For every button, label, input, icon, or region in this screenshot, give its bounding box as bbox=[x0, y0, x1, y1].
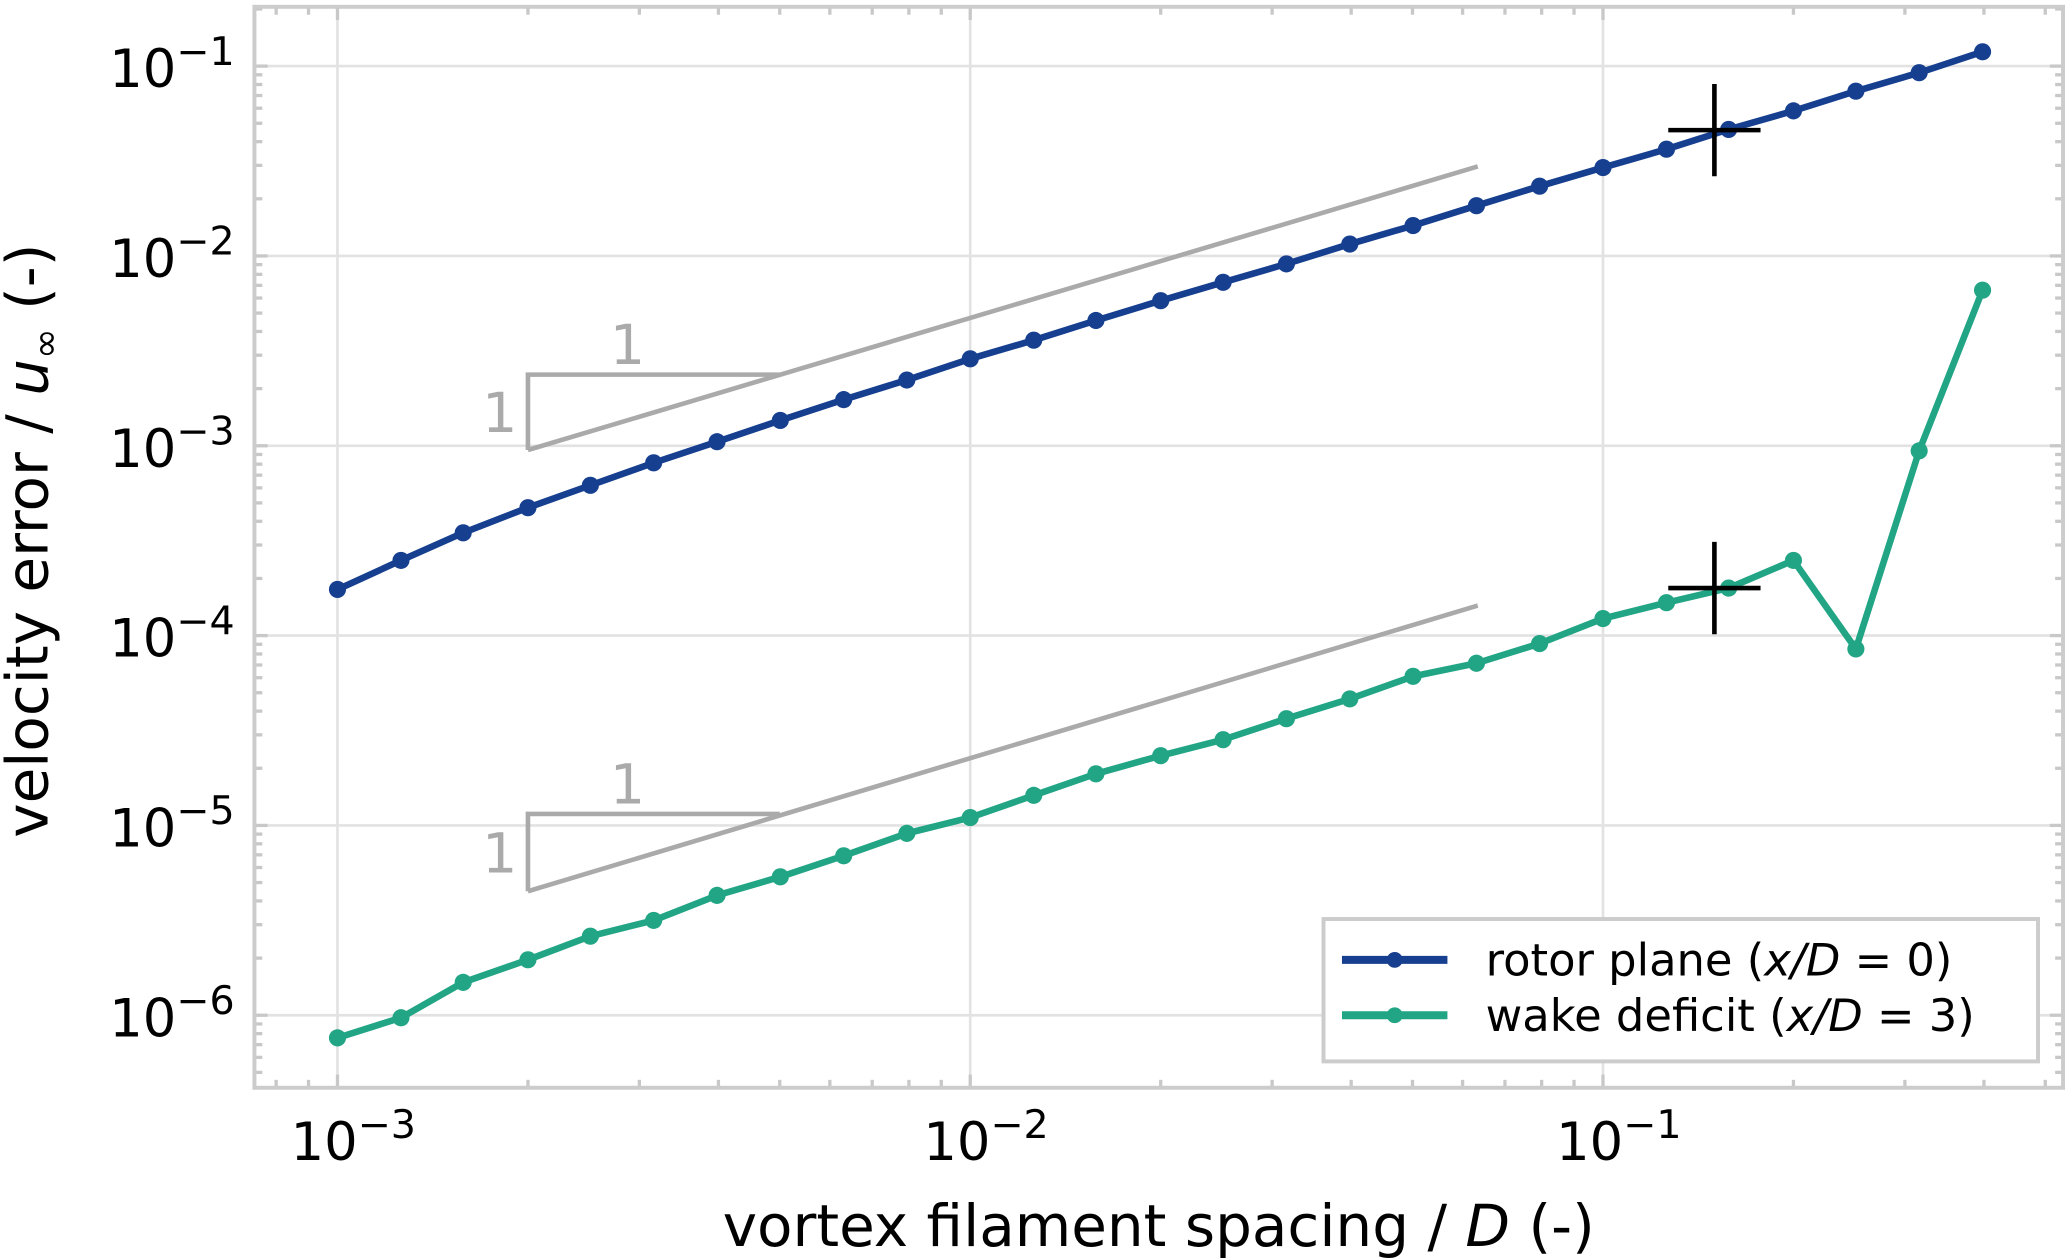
rotor-plane-point bbox=[961, 350, 979, 368]
rotor-plane-point bbox=[708, 433, 726, 451]
rotor-plane-point bbox=[1847, 82, 1865, 100]
wake-deficit-point bbox=[454, 973, 472, 991]
rotor-plane-point bbox=[581, 476, 599, 494]
wake-deficit-point bbox=[1910, 442, 1928, 460]
x-axis-label: vortex filament spacing / D (-) bbox=[723, 1192, 1595, 1258]
rotor-plane-point bbox=[1973, 43, 1992, 61]
wake-deficit-point bbox=[1467, 654, 1486, 672]
wake-deficit-point bbox=[1847, 640, 1865, 658]
x-tick-label: 10−1 bbox=[1556, 1102, 1681, 1173]
rotor-plane-point bbox=[519, 499, 537, 517]
legend-marker-rotor bbox=[1386, 951, 1403, 968]
rotor-plane-point bbox=[1784, 102, 1803, 120]
y-tick-label: 10−3 bbox=[109, 408, 234, 479]
rotor-plane-point bbox=[1657, 140, 1676, 158]
wake-deficit-point bbox=[1214, 731, 1232, 749]
rotor-plane-point bbox=[328, 580, 347, 599]
rotor-plane-point bbox=[1910, 64, 1928, 82]
slope-reference-line bbox=[527, 603, 1479, 894]
y-tick-label: 10−4 bbox=[109, 598, 234, 669]
slope-reference-line bbox=[527, 164, 1479, 453]
legend-label-wake: wake deficit (x/D = 3) bbox=[1486, 989, 1975, 1042]
rotor-plane-point bbox=[1087, 311, 1105, 330]
series-layer bbox=[328, 43, 1992, 1047]
rotor-plane-point bbox=[1594, 159, 1612, 177]
wake-deficit-point bbox=[1973, 281, 1992, 299]
legend-marker-wake bbox=[1386, 1007, 1403, 1024]
y-tick-label: 10−5 bbox=[109, 788, 234, 859]
wake-deficit-point bbox=[961, 808, 979, 827]
wake-deficit-point bbox=[1594, 609, 1612, 628]
wake-deficit-point bbox=[519, 951, 537, 969]
y-tick-label: 10−6 bbox=[109, 978, 234, 1049]
rotor-plane-point bbox=[454, 524, 472, 542]
slope-triangle bbox=[525, 372, 780, 450]
wake-deficit-point bbox=[1152, 747, 1170, 765]
slope-rise-label: 1 bbox=[482, 822, 517, 886]
rotor-plane-point bbox=[1341, 235, 1359, 253]
wake-deficit-point bbox=[898, 824, 916, 842]
slope-run-label: 1 bbox=[610, 753, 645, 817]
slope-run-label: 1 bbox=[610, 314, 645, 378]
rotor-plane-point bbox=[1404, 217, 1422, 235]
wake-deficit-point bbox=[771, 868, 789, 886]
rotor-plane-point bbox=[1277, 255, 1295, 273]
wake-deficit-point bbox=[1404, 667, 1422, 685]
x-tick-label: 10−3 bbox=[291, 1102, 416, 1173]
y-tick-label: 10−2 bbox=[109, 219, 234, 290]
rotor-plane-point bbox=[771, 411, 789, 429]
rotor-plane-point bbox=[1531, 177, 1549, 195]
rotor-plane-point bbox=[898, 371, 916, 389]
wake-deficit-point bbox=[645, 911, 663, 929]
wake-deficit-point bbox=[1277, 710, 1295, 728]
plot-frame bbox=[252, 4, 2066, 1090]
y-axis-label: velocity error / u∞ (-) bbox=[0, 244, 67, 838]
cross-markers bbox=[1668, 83, 1761, 635]
wake-deficit-point bbox=[1657, 594, 1676, 612]
wake-deficit-point bbox=[1784, 551, 1803, 569]
slope-triangle bbox=[525, 811, 780, 892]
rotor-plane-point bbox=[1467, 197, 1486, 215]
legend-label-rotor: rotor plane (x/D = 0) bbox=[1486, 934, 1953, 987]
rotor-plane-point bbox=[1152, 292, 1170, 310]
reference-slopes: 1 1 1 1 bbox=[482, 164, 1479, 894]
wake-deficit-point bbox=[708, 886, 726, 904]
rotor-plane-point bbox=[1214, 273, 1232, 291]
wake-deficit-point bbox=[835, 847, 853, 865]
wake-deficit-point bbox=[581, 927, 599, 945]
rotor-plane-point bbox=[835, 391, 853, 409]
wake-deficit-point bbox=[392, 1009, 410, 1027]
x-tick-label: 10−2 bbox=[923, 1102, 1048, 1173]
wake-deficit-point bbox=[1531, 634, 1549, 653]
slope-rise-label: 1 bbox=[482, 382, 517, 446]
rotor-plane-point bbox=[1025, 331, 1043, 349]
legend: rotor plane (x/D = 0) wake deficit (x/D … bbox=[1321, 917, 2040, 1064]
wake-deficit-point bbox=[1087, 765, 1105, 783]
legend-box bbox=[1321, 917, 2040, 1064]
rotor-plane-point bbox=[645, 454, 663, 472]
wake-deficit-point bbox=[1341, 690, 1359, 708]
rotor-plane-point bbox=[392, 551, 410, 569]
tick-labels: 10−3 10−2 10−1 10−1 10−2 10−3 10−4 10−5 10−6 bbox=[109, 29, 1681, 1173]
wake-deficit-point bbox=[1025, 786, 1043, 804]
y-tick-label: 10−1 bbox=[109, 29, 234, 100]
wake-deficit-point bbox=[328, 1029, 347, 1047]
